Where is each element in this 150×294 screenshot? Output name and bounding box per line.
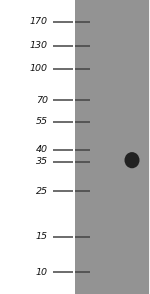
Text: 10: 10: [36, 268, 48, 277]
Bar: [75, 0, 150, 294]
Text: 100: 100: [30, 64, 48, 74]
Text: 15: 15: [36, 232, 48, 241]
Text: 40: 40: [36, 145, 48, 154]
Ellipse shape: [124, 152, 140, 168]
Text: 70: 70: [36, 96, 48, 105]
Text: 170: 170: [30, 17, 48, 26]
Text: 35: 35: [36, 157, 48, 166]
Text: 25: 25: [36, 187, 48, 196]
Text: 130: 130: [30, 41, 48, 50]
Text: 55: 55: [36, 117, 48, 126]
